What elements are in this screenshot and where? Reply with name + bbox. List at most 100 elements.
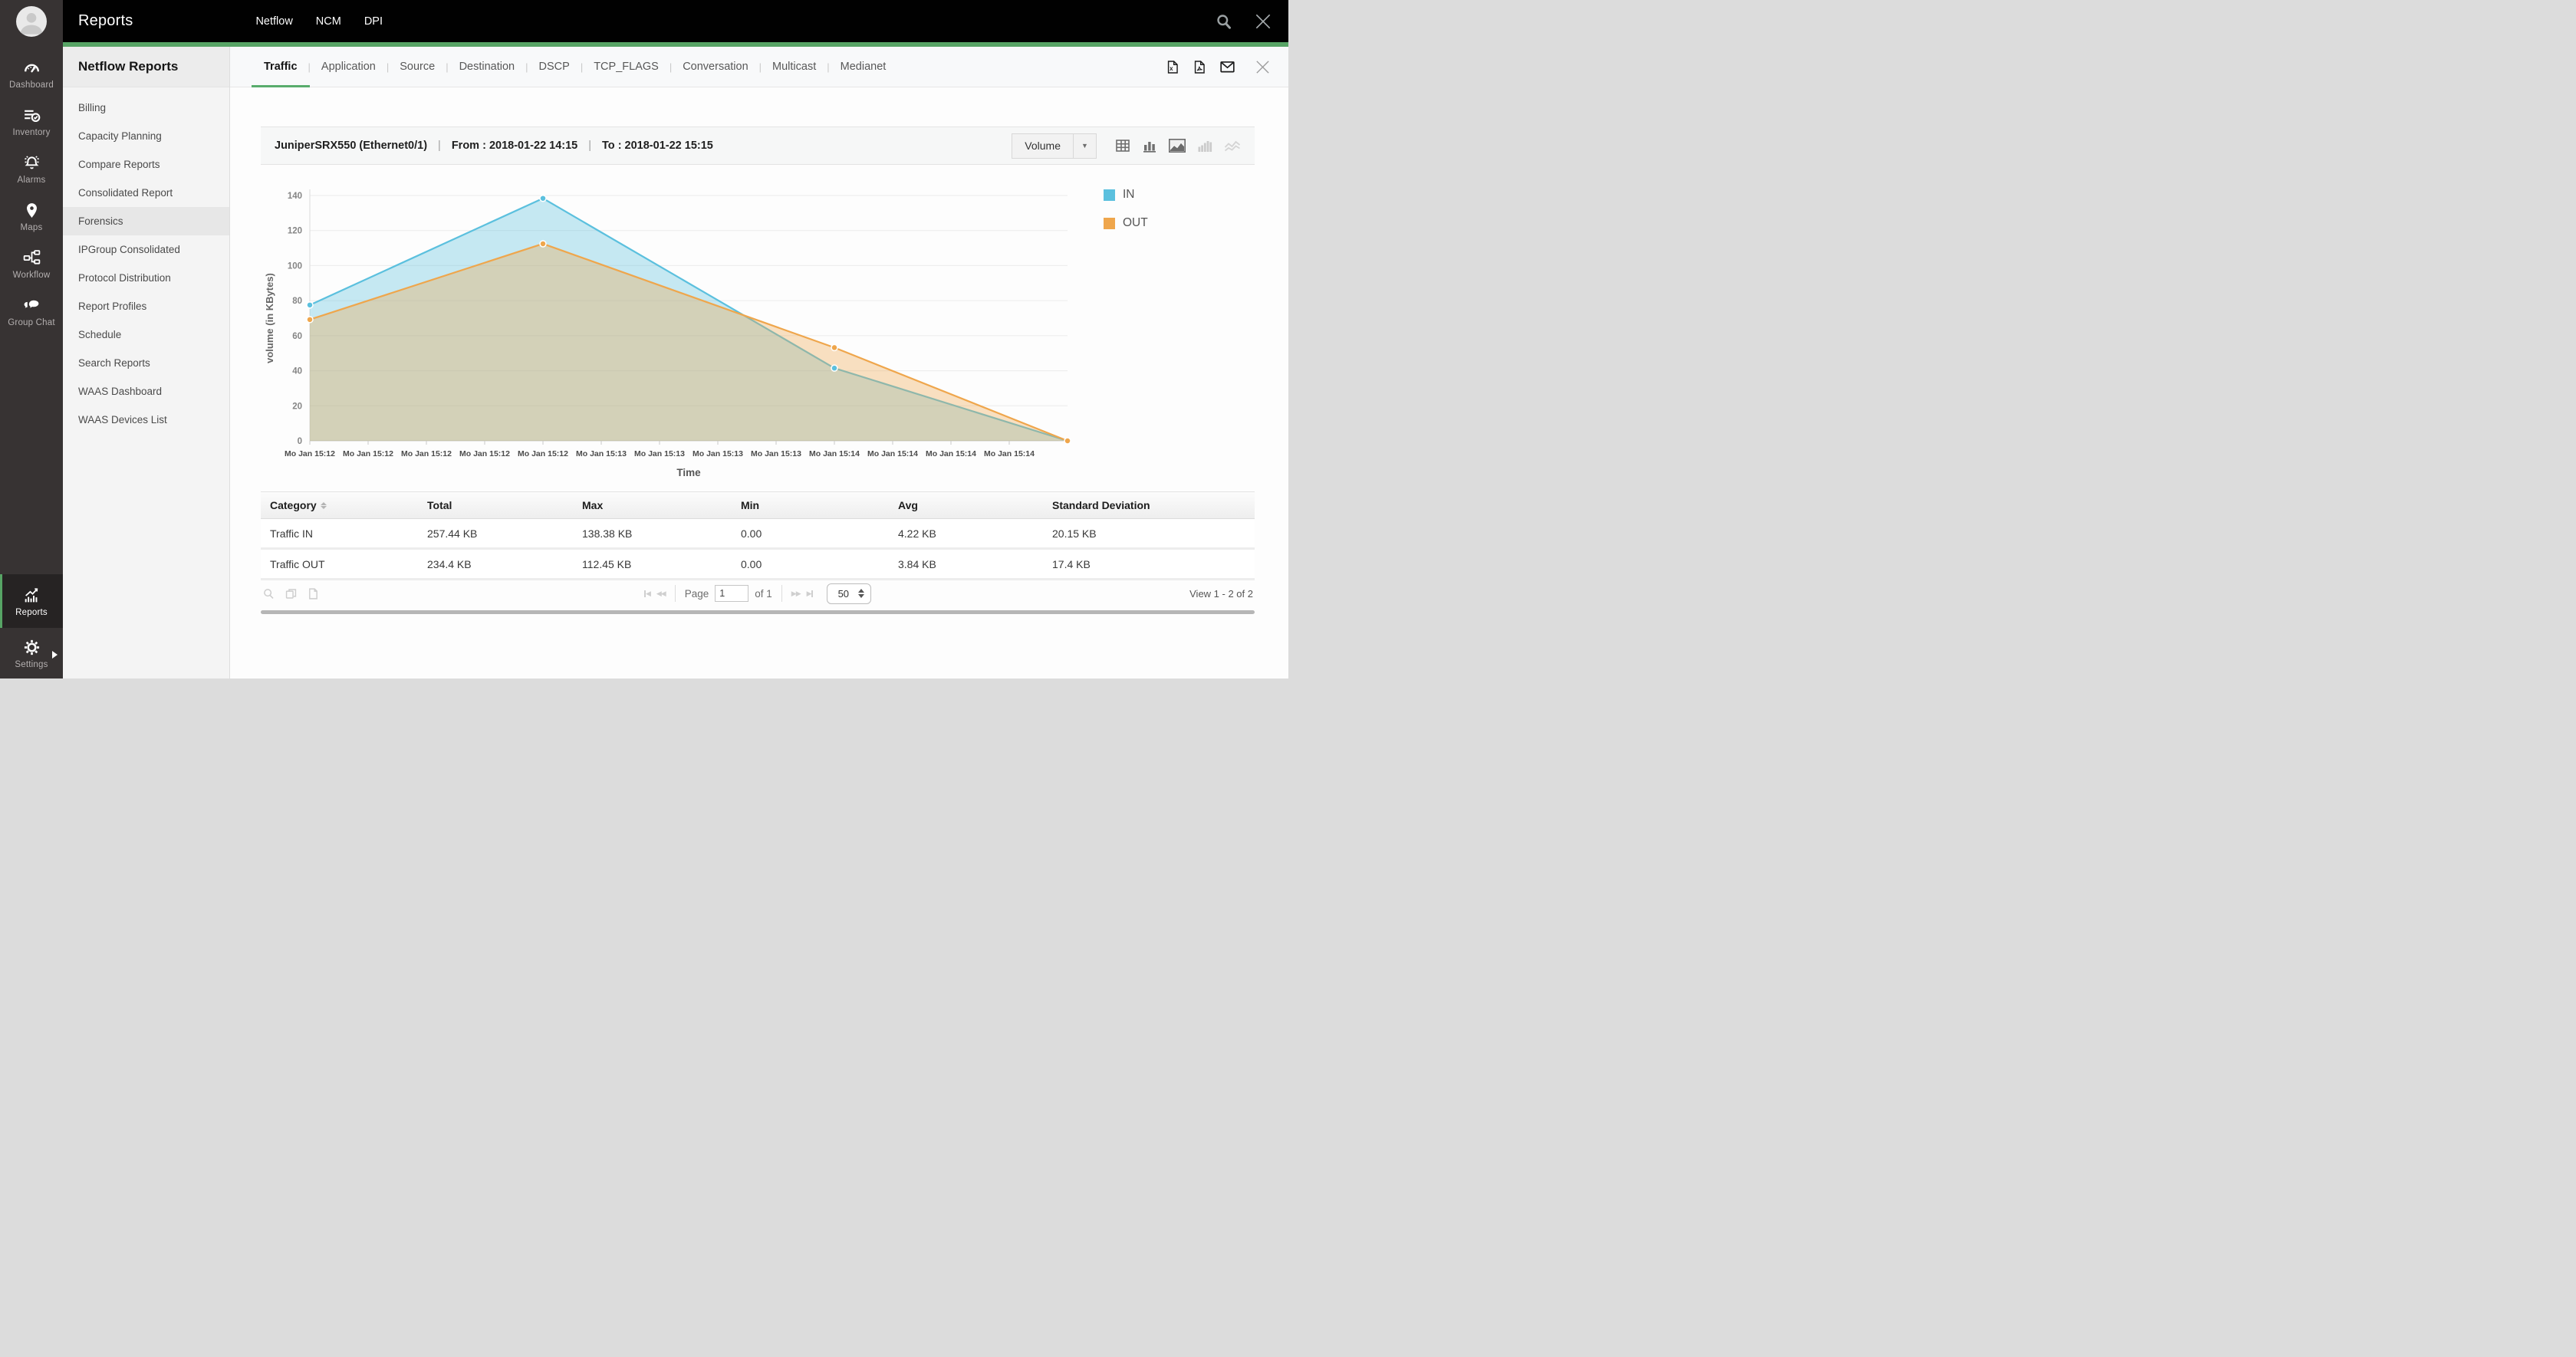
svg-text:0: 0 <box>298 437 302 446</box>
sidebar-item-label: Reports <box>15 607 48 617</box>
svg-text:Mo Jan 15:14: Mo Jan 15:14 <box>926 449 976 458</box>
svg-text:Mo Jan 15:13: Mo Jan 15:13 <box>634 449 685 458</box>
legend-item-out[interactable]: OUT <box>1104 216 1148 230</box>
panel-item-search-reports[interactable]: Search Reports <box>78 357 150 369</box>
legend-swatch-out <box>1104 217 1115 229</box>
page-size-selector[interactable]: 50 <box>826 583 872 604</box>
svg-text:120: 120 <box>288 227 302 236</box>
table-row-traffic-in[interactable]: Traffic IN 257.44 KB 138.38 KB 0.00 4.22… <box>261 519 1255 550</box>
legend-item-in[interactable]: IN <box>1104 188 1148 202</box>
table-row-traffic-out[interactable]: Traffic OUT 234.4 KB 112.45 KB 0.00 3.84… <box>261 550 1255 580</box>
close-report-icon[interactable] <box>1254 58 1272 76</box>
tab-multicast[interactable]: Multicast <box>772 60 817 73</box>
menu-item-ncm[interactable]: NCM <box>315 15 341 28</box>
panel-item-protocol-distribution[interactable]: Protocol Distribution <box>78 272 171 284</box>
pager-controls: ◀ ◀◀ Page of 1 ▶▶ ▶ 50 <box>643 583 872 604</box>
panel-item-schedule[interactable]: Schedule <box>78 329 122 340</box>
expand-arrow-icon[interactable] <box>52 651 58 659</box>
svg-text:Mo Jan 15:14: Mo Jan 15:14 <box>809 449 860 458</box>
report-header-strip: JuniperSRX550 (Ethernet0/1) From : 2018-… <box>261 127 1255 165</box>
horizontal-scrollbar[interactable] <box>261 610 1255 614</box>
column-header-min[interactable]: Min <box>741 499 760 511</box>
sidebar-item-inventory[interactable]: Inventory <box>0 97 63 145</box>
panel-item-report-profiles[interactable]: Report Profiles <box>78 301 147 312</box>
column-header-total[interactable]: Total <box>427 499 452 511</box>
search-records-icon[interactable] <box>262 587 275 600</box>
column-header-category[interactable]: Category <box>261 499 418 511</box>
panel-item-consolidated-report[interactable]: Consolidated Report <box>78 187 173 199</box>
svg-text:20: 20 <box>292 402 302 411</box>
tab-dscp[interactable]: DSCP <box>538 60 570 73</box>
tab-conversation[interactable]: Conversation <box>683 60 748 73</box>
from-timestamp: From : 2018-01-22 14:15 <box>451 140 578 152</box>
svg-text:Mo Jan 15:12: Mo Jan 15:12 <box>343 449 393 458</box>
cell-std-deviation: 17.4 KB <box>1052 557 1091 570</box>
cell-total: 257.44 KB <box>427 527 478 540</box>
page-count-label: of 1 <box>755 587 772 600</box>
new-document-icon[interactable] <box>307 587 320 600</box>
column-header-max[interactable]: Max <box>582 499 604 511</box>
stacked-bar-chart-icon[interactable] <box>1197 138 1212 153</box>
user-avatar[interactable] <box>0 0 63 42</box>
sidebar-item-settings[interactable]: Settings <box>0 628 63 678</box>
cell-min: 0.00 <box>741 557 762 570</box>
column-header-std-deviation[interactable]: Standard Deviation <box>1052 499 1150 511</box>
first-page-icon[interactable]: ◀ <box>643 589 651 597</box>
report-meta: JuniperSRX550 (Ethernet0/1) From : 2018-… <box>275 140 713 152</box>
panel-item-forensics[interactable]: Forensics <box>63 207 229 235</box>
sidebar-item-maps[interactable]: Maps <box>0 192 63 240</box>
bar-chart-icon[interactable] <box>1142 138 1157 153</box>
export-pdf-icon[interactable] <box>1193 60 1207 74</box>
cell-min: 0.00 <box>741 527 762 540</box>
panel-item-compare-reports[interactable]: Compare Reports <box>78 159 160 170</box>
tab-medianet[interactable]: Medianet <box>840 60 887 73</box>
panel-item-waas-dashboard[interactable]: WAAS Dashboard <box>78 386 163 397</box>
page-number-input[interactable] <box>715 585 749 602</box>
inventory-list-icon <box>22 106 41 126</box>
export-actions: x <box>1166 58 1272 76</box>
cell-max: 112.45 KB <box>582 557 632 570</box>
tab-traffic[interactable]: Traffic <box>252 47 310 87</box>
sort-icon[interactable] <box>320 501 327 509</box>
menu-item-netflow[interactable]: Netflow <box>255 15 293 28</box>
table-view-icon[interactable] <box>1115 138 1130 153</box>
area-chart-icon[interactable] <box>1169 139 1186 153</box>
metric-controls: Volume ▼ <box>1012 133 1245 159</box>
line-chart-icon[interactable] <box>1224 139 1241 153</box>
tab-application[interactable]: Application <box>321 60 376 73</box>
email-report-icon[interactable] <box>1219 59 1235 75</box>
sidebar-item-dashboard[interactable]: Dashboard <box>0 50 63 97</box>
copy-icon[interactable] <box>285 587 298 600</box>
previous-page-icon[interactable]: ◀◀ <box>656 589 666 597</box>
app-window: Dashboard Inventory Alarms Maps <box>0 0 1288 678</box>
map-pin-icon <box>22 201 41 221</box>
sidebar-item-group-chat[interactable]: Group Chat <box>0 288 63 335</box>
to-timestamp: To : 2018-01-22 15:15 <box>602 140 713 152</box>
cell-avg: 3.84 KB <box>898 557 936 570</box>
gauge-icon <box>22 58 41 78</box>
accent-strip <box>63 42 1288 47</box>
sidebar-item-reports[interactable]: Reports <box>0 574 63 628</box>
cell-max: 138.38 KB <box>582 527 633 540</box>
search-icon[interactable] <box>1215 12 1233 31</box>
legend-label-out: OUT <box>1123 216 1148 229</box>
panel-item-billing[interactable]: Billing <box>78 102 107 113</box>
menu-item-dpi[interactable]: DPI <box>364 15 383 28</box>
close-icon[interactable] <box>1253 12 1273 31</box>
metric-dropdown[interactable]: Volume ▼ <box>1012 133 1097 159</box>
sidebar-item-workflow[interactable]: Workflow <box>0 240 63 288</box>
panel-item-waas-devices-list[interactable]: WAAS Devices List <box>78 414 167 426</box>
sidebar-item-alarms[interactable]: Alarms <box>0 145 63 192</box>
panel-item-ipgroup-consolidated[interactable]: IPGroup Consolidated <box>78 244 180 255</box>
sidebar-item-label: Dashboard <box>8 80 54 90</box>
panel-list: Billing Capacity Planning Compare Report… <box>63 87 229 434</box>
last-page-icon[interactable]: ▶ <box>806 589 813 597</box>
export-excel-icon[interactable]: x <box>1166 60 1180 74</box>
panel-item-capacity-planning[interactable]: Capacity Planning <box>78 130 162 142</box>
report-content: JuniperSRX550 (Ethernet0/1) From : 2018-… <box>230 127 1288 614</box>
tab-tcp-flags[interactable]: TCP_FLAGS <box>594 60 659 73</box>
tab-destination[interactable]: Destination <box>459 60 515 73</box>
tab-source[interactable]: Source <box>400 60 436 73</box>
next-page-icon[interactable]: ▶▶ <box>791 589 801 597</box>
column-header-avg[interactable]: Avg <box>898 499 918 511</box>
